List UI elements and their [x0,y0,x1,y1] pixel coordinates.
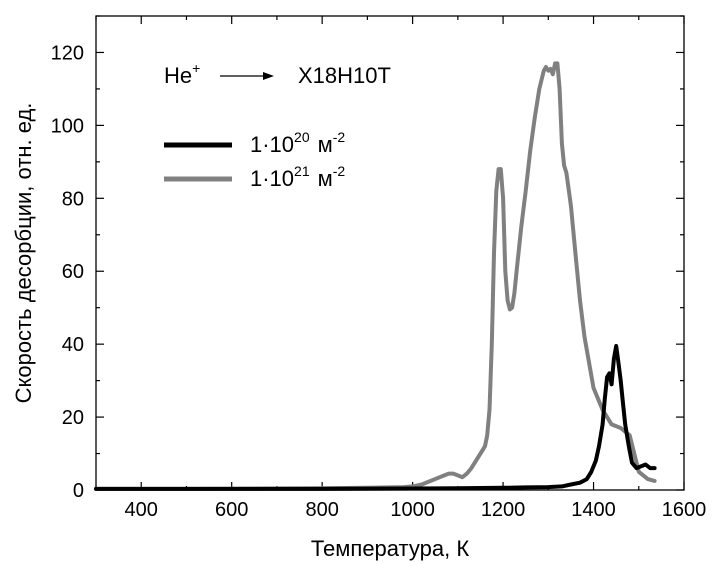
axis-ticks [95,15,685,491]
legend-label-1e21-exp: 21 [294,163,310,179]
x-tick-label: 800 [305,499,338,521]
y-tick-label: 80 [62,188,84,210]
legend-label-1e20-unit: м [318,132,333,157]
legend-label-1e20-main: 1·10 [250,132,294,157]
x-axis-label: Температура, К [311,536,469,561]
annotation-target: Х18Н10Т [298,63,391,88]
legend-label-1e21-main: 1·10 [250,166,294,191]
data-series [94,61,657,491]
x-tick-label: 600 [215,499,248,521]
x-tick-label: 1600 [662,499,707,521]
annotation-ion-charge: + [192,60,200,76]
annotation-ion: He [164,63,192,88]
axis-tick-labels: 400 600 800 1000 1200 1400 1600 0 20 40 60 80 100 120 [51,42,707,521]
legend-label-1e21: 1·1021 м-2 [250,163,345,191]
x-tick-label: 1200 [481,499,526,521]
y-tick-label: 100 [51,115,84,137]
legend-label-1e20-unit-exp: -2 [333,129,346,145]
legend-label-1e20: 1·1020 м-2 [250,129,345,157]
legend-label-1e20-exp: 20 [294,129,310,145]
arrow-head-icon [263,72,274,80]
y-tick-label: 40 [62,334,84,356]
y-tick-label: 20 [62,407,84,429]
legend-label-1e21-unit: м [318,166,333,191]
y-tick-label: 60 [62,261,84,283]
x-tick-label: 400 [125,499,158,521]
legend: 1·1020 м-2 1·1021 м-2 [164,129,345,191]
legend-label-1e21-unit-exp: -2 [333,163,346,179]
y-tick-label: 0 [73,480,84,502]
svg-text:He+: He+ [164,60,200,88]
y-tick-label: 120 [51,42,84,64]
x-tick-label: 1000 [390,499,435,521]
x-tick-label: 1400 [571,499,616,521]
ion-annotation: He+ Х18Н10Т [164,60,391,88]
series-line-21 [94,61,657,491]
series-line-20 [94,344,657,491]
y-axis-label: Скорость десорбции, отн. ед. [11,103,36,404]
